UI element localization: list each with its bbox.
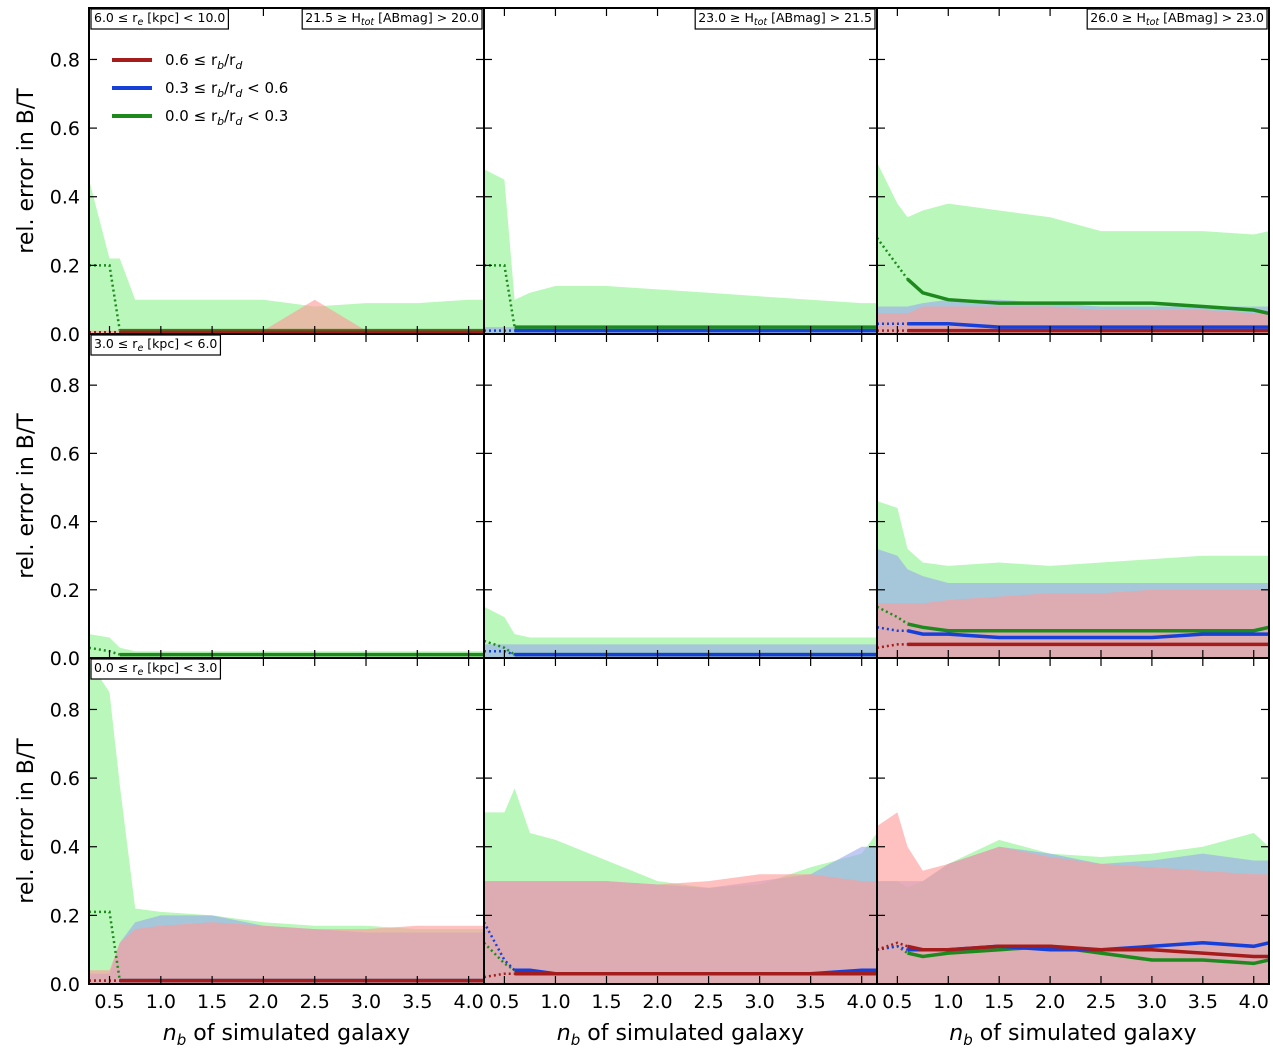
red-band: [89, 922, 484, 984]
x-tick-label: 2.0: [642, 991, 672, 1013]
y-tick-label: 0.8: [50, 699, 80, 721]
green-median-dotted: [484, 639, 516, 656]
green-band: [484, 169, 877, 334]
panel-r2-c2: 0.5 1.0 1.5 2.0 2.5 3.0 3.5 4.0: [876, 657, 1270, 1013]
x-tick-label: 2.0: [248, 991, 278, 1013]
x-tick-label: 3.5: [402, 991, 432, 1013]
x-tick-label: 0.5: [489, 991, 519, 1013]
panel-r0-c0: 0.0 0.2 0.4 0.6 0.8: [50, 7, 485, 346]
x-tick-label: 4.0: [454, 991, 484, 1013]
y-tick-label: 0.6: [50, 443, 80, 465]
col-label-2: 26.0 ≥ Htot [ABmag] > 23.0: [1086, 8, 1268, 30]
x-tick-label: 3.0: [1137, 991, 1167, 1013]
x-axis-title: nb of simulated galaxy: [163, 1021, 410, 1049]
x-tick-label: 1.0: [933, 991, 963, 1013]
x-tick-label: 1.5: [591, 991, 621, 1013]
green-median-dotted: [877, 237, 909, 280]
green-legend-label: 0.0 ≤ rb/rd < 0.3: [165, 107, 288, 128]
red-band: [877, 812, 1269, 984]
y-tick-label: 0.2: [50, 905, 80, 927]
y-tick-label: 0.8: [50, 375, 80, 397]
y-tick-label: 0.4: [50, 512, 80, 534]
y-tick-label: 0.0: [50, 648, 80, 670]
red-legend-label: 0.6 ≤ rb/rd: [165, 51, 243, 72]
red-median-dotted: [877, 643, 908, 650]
panel-r0-c1: [483, 7, 878, 335]
svg-text:0.0 ≤ re [kpc] < 3.0: 0.0 ≤ re [kpc] < 3.0: [94, 660, 217, 678]
y-axis-title: rel. error in B/T: [14, 88, 39, 254]
green-median-line: [906, 277, 1269, 316]
x-tick-label: 2.5: [693, 991, 723, 1013]
green-median-dotted: [89, 910, 122, 981]
green-band: [89, 179, 484, 334]
y-axis-title: rel. error in B/T: [14, 413, 39, 579]
green-median-dotted: [877, 605, 909, 625]
x-tick-label: 0.5: [94, 991, 124, 1013]
x-tick-label: 1.0: [540, 991, 570, 1013]
y-tick-label: 0.0: [50, 324, 80, 346]
panel-r1-c0: 0.0 0.2 0.4 0.6 0.8: [50, 333, 485, 670]
x-tick-label: 2.5: [1086, 991, 1116, 1013]
y-axis-title: rel. error in B/T: [14, 738, 39, 904]
legend: 0.6 ≤ rb/rd 0.3 ≤ rb/rd < 0.6 0.0 ≤ rb/rd …: [112, 51, 288, 128]
red-median-dotted: [484, 972, 515, 979]
x-tick-label: 3.5: [796, 991, 826, 1013]
svg-text:3.0 ≤ re [kpc] < 6.0: 3.0 ≤ re [kpc] < 6.0: [94, 336, 217, 354]
x-tick-label: 2.0: [1035, 991, 1065, 1013]
x-tick-label: 3.0: [745, 991, 775, 1013]
red-median-line: [907, 944, 1269, 959]
red-median-dotted: [877, 941, 908, 951]
x-tick-label: 0.5: [882, 991, 912, 1013]
y-tick-label: 0.4: [50, 837, 80, 859]
panels-layer: 0.0 0.2 0.4 0.6 0.8 0.0 0.2 0.4 0.6 0.8 0.5 1.0 1.5 2…: [50, 7, 1270, 1013]
row-label-2: 0.0 ≤ re [kpc] < 3.0: [90, 658, 222, 680]
red-band: [484, 874, 877, 984]
panel-r1-c2: [876, 333, 1270, 659]
green-band: [877, 162, 1269, 334]
col-label-1: 23.0 ≥ Htot [ABmag] > 21.5: [694, 8, 876, 30]
row-label-0: 6.0 ≤ re [kpc] < 10.0: [90, 8, 229, 30]
green-median-line: [907, 622, 1269, 633]
x-tick-label: 1.0: [146, 991, 176, 1013]
blue-median-line: [907, 628, 1269, 640]
panel-r1-c1: [483, 333, 878, 659]
svg-text:26.0 ≥ Htot [ABmag] > 23.0: 26.0 ≥ Htot [ABmag] > 23.0: [1090, 10, 1264, 28]
svg-text:21.5 ≥ Htot [ABmag] > 20.0: 21.5 ≥ Htot [ABmag] > 20.0: [305, 10, 479, 28]
y-tick-label: 0.6: [50, 118, 80, 140]
svg-text:23.0 ≥ Htot [ABmag] > 21.5: 23.0 ≥ Htot [ABmag] > 21.5: [698, 10, 872, 28]
y-tick-label: 0.4: [50, 187, 80, 209]
panel-r0-c2: [876, 7, 1270, 335]
y-tick-label: 0.6: [50, 768, 80, 790]
x-tick-label: 4.0: [847, 991, 877, 1013]
x-tick-label: 1.5: [197, 991, 227, 1013]
x-tick-label: 4.0: [1239, 991, 1269, 1013]
panel-frame: [876, 657, 1270, 985]
svg-text:6.0 ≤ re [kpc] < 10.0: 6.0 ≤ re [kpc] < 10.0: [94, 10, 225, 28]
red-band: [89, 299, 484, 334]
panel-r2-c1: 0.5 1.0 1.5 2.0 2.5 3.0 3.5 4.0: [483, 657, 878, 1013]
green-band: [89, 634, 484, 658]
row-label-1: 3.0 ≤ re [kpc] < 6.0: [90, 334, 222, 356]
red-band: [877, 589, 1269, 658]
labels-layer: rel. error in B/T rel. error in B/T rel. e…: [14, 8, 1268, 1049]
y-tick-label: 0.8: [50, 49, 80, 71]
panel-r2-c0: 0.5 1.0 1.5 2.0 2.5 3.0 3.5 4.0 0.0 0.2 0.4 0.6 0.8: [50, 657, 485, 1013]
blue-median-line: [907, 321, 1269, 329]
col-label-0: 21.5 ≥ Htot [ABmag] > 20.0: [301, 8, 483, 30]
y-tick-label: 0.0: [50, 974, 80, 996]
x-axis-title: nb of simulated galaxy: [949, 1021, 1196, 1049]
blue-median-dotted: [877, 626, 908, 632]
x-tick-label: 3.0: [351, 991, 381, 1013]
x-tick-label: 2.5: [300, 991, 330, 1013]
y-tick-label: 0.2: [50, 255, 80, 277]
x-tick-label: 3.5: [1188, 991, 1218, 1013]
blue-legend-label: 0.3 ≤ rb/rd < 0.6: [165, 79, 288, 100]
y-tick-label: 0.2: [50, 580, 80, 602]
x-tick-label: 1.5: [984, 991, 1014, 1013]
x-axis-title: nb of simulated galaxy: [557, 1021, 804, 1049]
